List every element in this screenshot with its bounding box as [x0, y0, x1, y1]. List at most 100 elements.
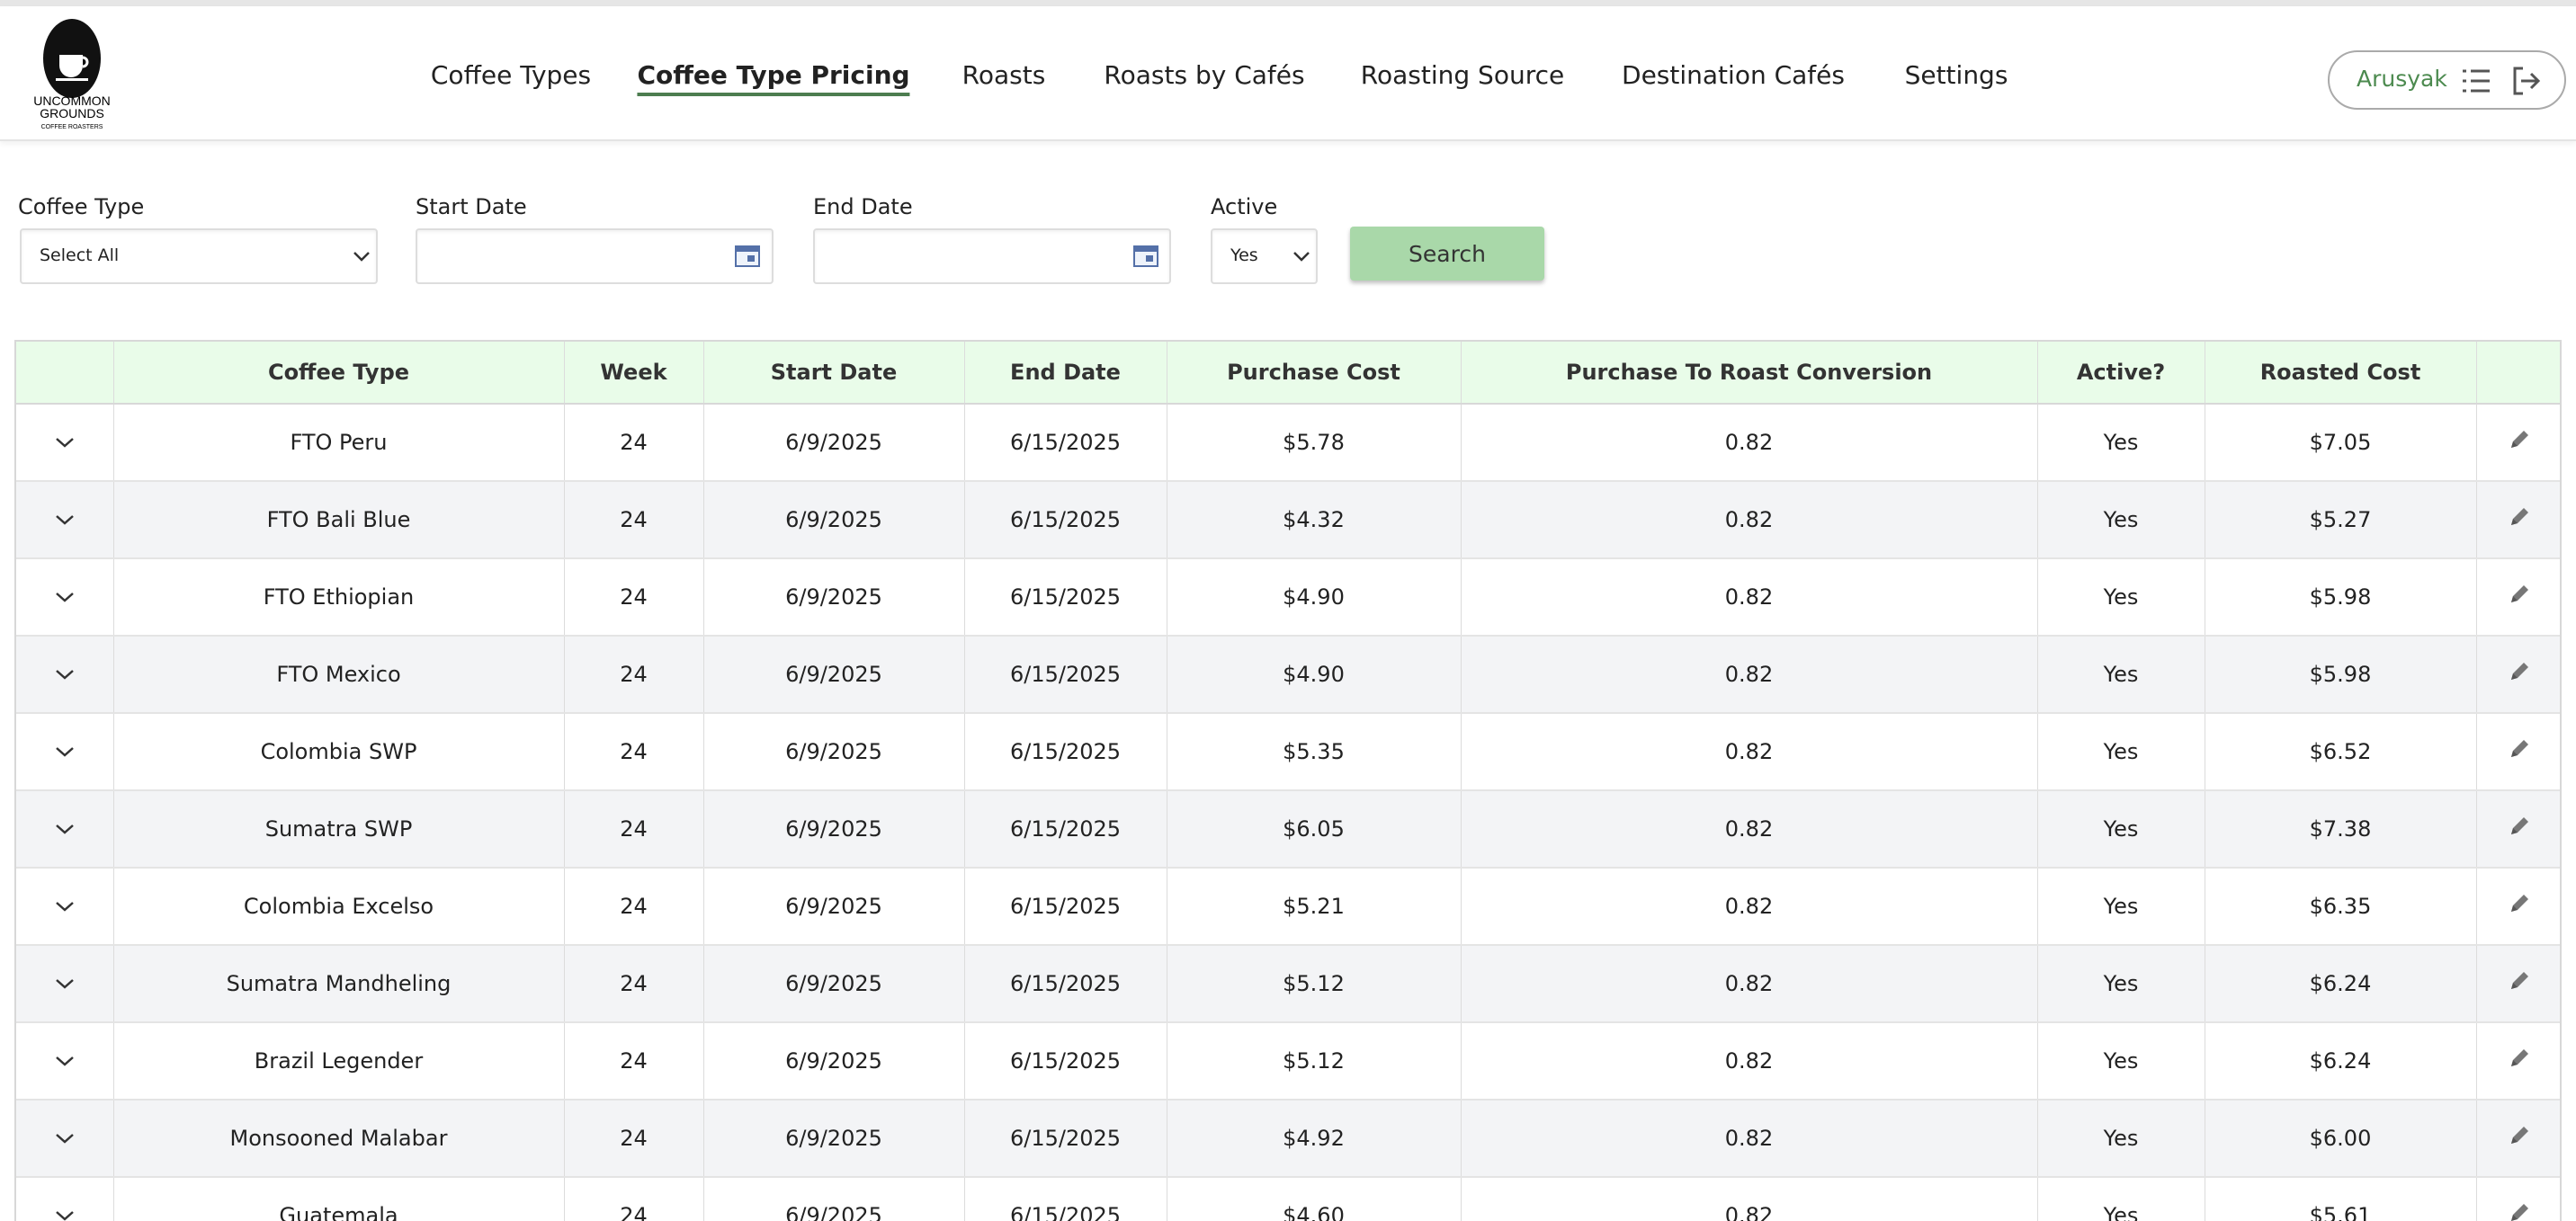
table-cell: Yes — [2037, 790, 2205, 868]
search-button[interactable]: Search — [1350, 227, 1544, 281]
table-cell: Guatemala — [113, 1177, 564, 1221]
table-cell: 24 — [564, 1100, 703, 1177]
nav-item[interactable]: Roasts by Cafés — [1104, 60, 1304, 90]
logout-icon[interactable] — [2511, 66, 2542, 96]
table-cell: 24 — [564, 790, 703, 868]
logo[interactable]: UNCOMMON GROUNDS COFFEE ROASTERS — [27, 15, 121, 134]
start-date-input[interactable] — [416, 228, 774, 284]
table-cell: 24 — [564, 404, 703, 481]
table-cell: 24 — [564, 1177, 703, 1221]
header-row: Coffee TypeWeekStart DateEnd DatePurchas… — [16, 342, 2562, 404]
end-date-input[interactable] — [813, 228, 1171, 284]
calendar-icon[interactable] — [1133, 245, 1158, 267]
expand-chevron[interactable] — [54, 1208, 76, 1221]
table-row: FTO Bali Blue246/9/20256/15/2025$4.320.8… — [16, 481, 2562, 558]
expand-chevron[interactable] — [54, 435, 76, 450]
expand-chevron[interactable] — [54, 667, 76, 682]
header: UNCOMMON GROUNDS COFFEE ROASTERS Coffee … — [0, 6, 2576, 141]
expand-cell — [16, 1022, 113, 1100]
table-container: Coffee TypeWeekStart DateEnd DatePurchas… — [14, 340, 2562, 1221]
expand-chevron[interactable] — [54, 1054, 76, 1068]
nav-item[interactable]: Coffee Types — [431, 60, 591, 90]
header-cell: Coffee Type — [113, 342, 564, 404]
table-cell: 0.82 — [1461, 636, 2037, 713]
table-cell: 24 — [564, 1022, 703, 1100]
table-cell: $7.38 — [2205, 790, 2476, 868]
expand-chevron[interactable] — [54, 590, 76, 604]
expand-chevron[interactable] — [54, 822, 76, 836]
expand-cell — [16, 481, 113, 558]
table-cell: Yes — [2037, 1177, 2205, 1221]
expand-chevron[interactable] — [54, 512, 76, 527]
edit-icon[interactable] — [2508, 660, 2531, 683]
edit-cell — [2476, 1100, 2562, 1177]
edit-icon[interactable] — [2508, 583, 2531, 606]
table-cell: 0.82 — [1461, 868, 2037, 945]
table-row: FTO Mexico246/9/20256/15/2025$4.900.82Ye… — [16, 636, 2562, 713]
edit-icon[interactable] — [2508, 737, 2531, 761]
table-cell: 24 — [564, 945, 703, 1022]
table-cell: Yes — [2037, 636, 2205, 713]
table-cell: $6.52 — [2205, 713, 2476, 790]
edit-cell — [2476, 1177, 2562, 1221]
nav-item[interactable]: Destination Cafés — [1622, 60, 1845, 90]
table-cell: 6/9/2025 — [703, 1100, 964, 1177]
expand-chevron[interactable] — [54, 976, 76, 991]
table-cell: Yes — [2037, 945, 2205, 1022]
calendar-icon[interactable] — [735, 245, 760, 267]
table-cell: Yes — [2037, 1022, 2205, 1100]
edit-icon[interactable] — [2508, 428, 2531, 451]
edit-cell — [2476, 481, 2562, 558]
header-cell — [2476, 342, 2562, 404]
dropdown-arrow — [1292, 250, 1310, 263]
expand-chevron[interactable] — [54, 744, 76, 759]
table-cell: Brazil Legender — [113, 1022, 564, 1100]
table-cell: $4.92 — [1167, 1100, 1461, 1177]
table-cell: $5.35 — [1167, 713, 1461, 790]
table-row: Colombia Excelso246/9/20256/15/2025$5.21… — [16, 868, 2562, 945]
expand-chevron[interactable] — [54, 899, 76, 914]
expand-cell — [16, 404, 113, 481]
table-cell: 6/9/2025 — [703, 404, 964, 481]
table-row: Colombia SWP246/9/20256/15/2025$5.350.82… — [16, 713, 2562, 790]
edit-icon[interactable] — [2508, 1201, 2531, 1221]
table-cell: Sumatra Mandheling — [113, 945, 564, 1022]
menu-icon[interactable] — [2461, 67, 2491, 94]
header-cell: Start Date — [703, 342, 964, 404]
expand-cell — [16, 1100, 113, 1177]
expand-chevron[interactable] — [54, 1131, 76, 1145]
nav-item[interactable]: Roasting Source — [1361, 60, 1564, 90]
table-cell: 6/9/2025 — [703, 1177, 964, 1221]
edit-icon[interactable] — [2508, 505, 2531, 529]
table-cell: FTO Peru — [113, 404, 564, 481]
edit-icon[interactable] — [2508, 1124, 2531, 1147]
nav-item[interactable]: Coffee Type Pricing — [637, 60, 909, 96]
table-cell: Monsooned Malabar — [113, 1100, 564, 1177]
table-cell: 6/9/2025 — [703, 481, 964, 558]
table-cell: 0.82 — [1461, 404, 2037, 481]
table-cell: $5.98 — [2205, 558, 2476, 636]
table-cell: 6/15/2025 — [964, 713, 1167, 790]
table-cell: 6/15/2025 — [964, 1100, 1167, 1177]
edit-cell — [2476, 945, 2562, 1022]
edit-cell — [2476, 558, 2562, 636]
edit-icon[interactable] — [2508, 1047, 2531, 1070]
table-cell: 6/15/2025 — [964, 1177, 1167, 1221]
logo-text: COFFEE ROASTERS — [41, 124, 103, 130]
nav-item[interactable]: Settings — [1905, 60, 2008, 90]
table-cell: 24 — [564, 481, 703, 558]
user-name[interactable]: Arusyak — [2357, 66, 2447, 92]
header-cell: Active? — [2037, 342, 2205, 404]
nav-item[interactable]: Roasts — [962, 60, 1046, 90]
table-cell: Yes — [2037, 868, 2205, 945]
edit-icon[interactable] — [2508, 892, 2531, 915]
table-row: Guatemala246/9/20256/15/2025$4.600.82Yes… — [16, 1177, 2562, 1221]
table-cell: FTO Mexico — [113, 636, 564, 713]
filter-label: Coffee Type — [18, 194, 144, 219]
table-row: FTO Peru246/9/20256/15/2025$5.780.82Yes$… — [16, 404, 2562, 481]
edit-icon[interactable] — [2508, 969, 2531, 993]
edit-icon[interactable] — [2508, 815, 2531, 838]
table-cell: $5.78 — [1167, 404, 1461, 481]
table-cell: $5.27 — [2205, 481, 2476, 558]
